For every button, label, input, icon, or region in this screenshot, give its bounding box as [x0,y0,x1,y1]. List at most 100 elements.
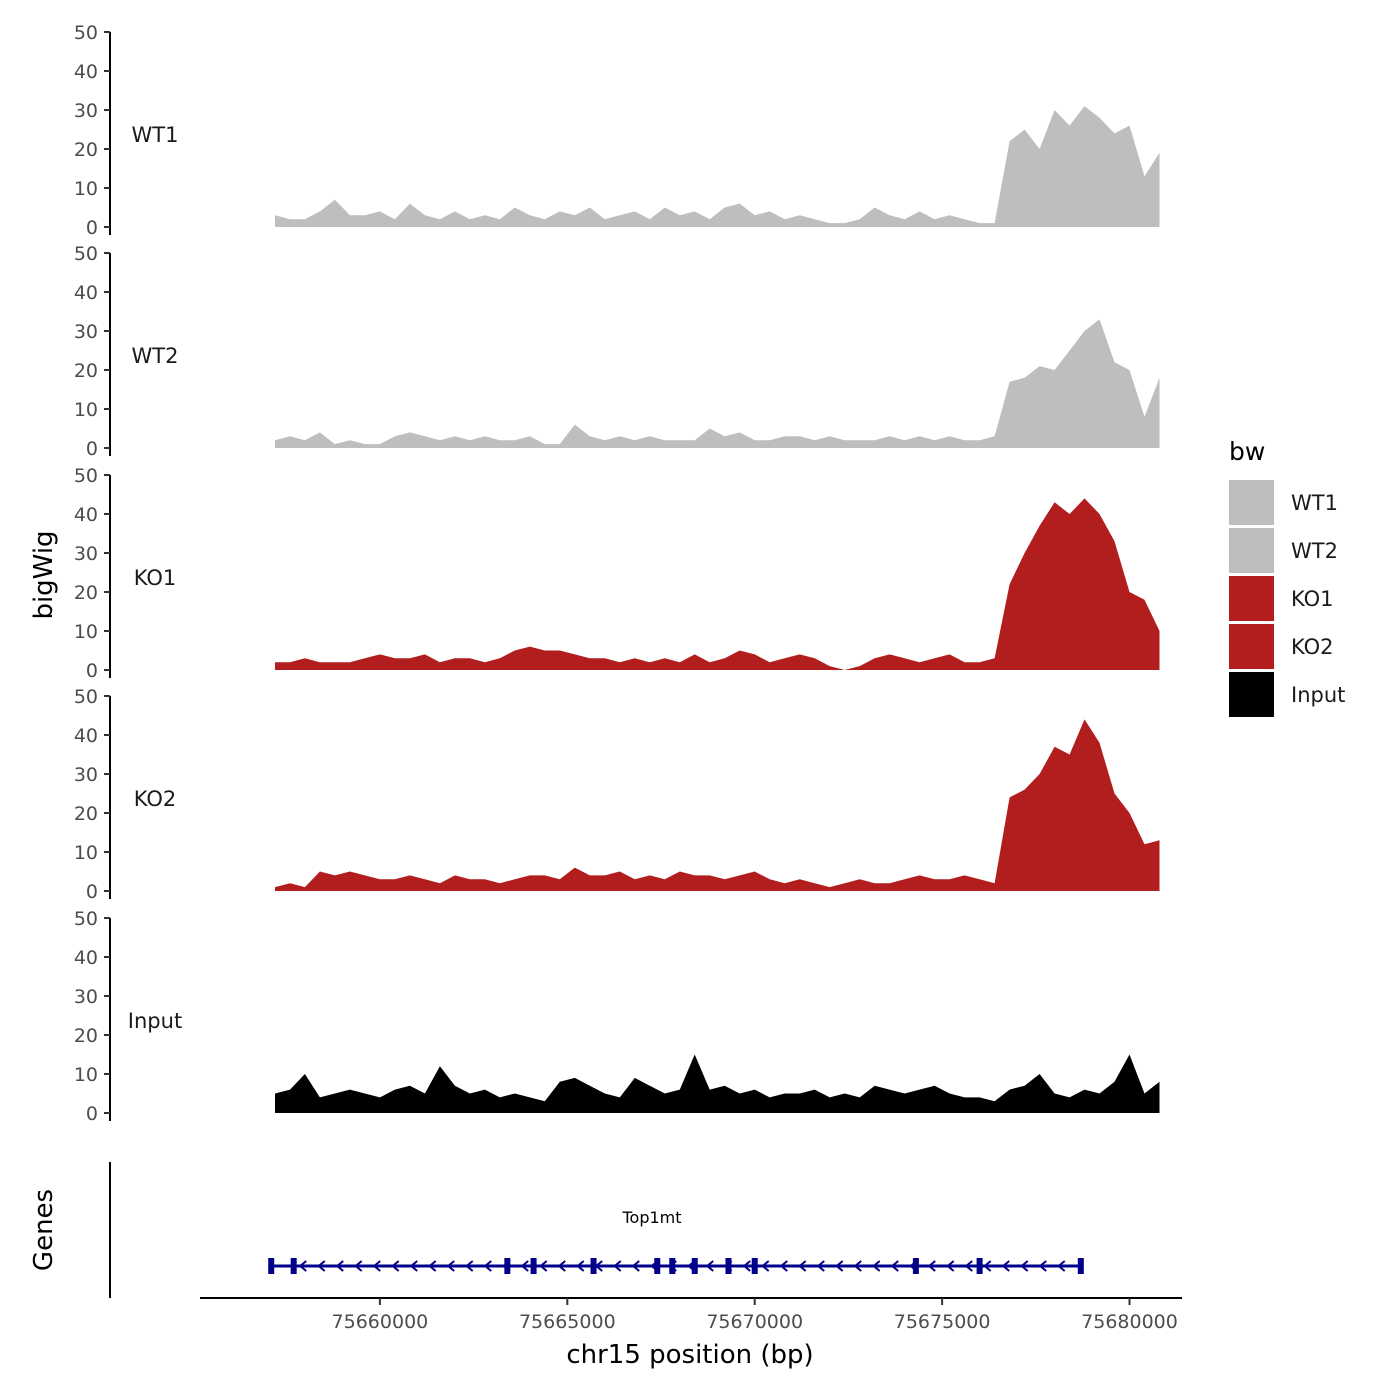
gene-exon [530,1258,537,1274]
strand-arrow [354,1260,363,1272]
legend: bw WT1 WT2 KO1 KO2 Input [1229,437,1345,717]
y-tick-label-input-30: 30 [74,986,98,1008]
strand-arrow [798,1260,807,1272]
gene-track-title: Genes [29,1189,59,1271]
strand-arrow [853,1260,862,1272]
strand-arrow [779,1260,788,1272]
y-tick-label-wt1-30: 30 [74,100,98,122]
y-tick-label-wt1-40: 40 [74,61,98,83]
x-tick-label-75675000: 75675000 [894,1311,991,1333]
strand-arrow [428,1260,437,1272]
y-tick-label-input-10: 10 [74,1064,98,1086]
y-tick-label-ko1-20: 20 [74,582,98,604]
strand-arrow [576,1260,585,1272]
strand-arrow [964,1260,973,1272]
y-axis-title: bigWig [29,530,59,619]
strand-arrow [946,1260,955,1272]
strand-arrow [391,1260,400,1272]
y-tick-label-ko2-40: 40 [74,725,98,747]
track-label-ko1: KO1 [134,566,177,590]
strand-arrow [465,1260,474,1272]
x-tick-label-75680000: 75680000 [1081,1311,1178,1333]
y-tick-label-wt2-0: 0 [86,438,98,460]
y-tick-label-input-40: 40 [74,947,98,969]
area-ko1 [275,498,1160,670]
y-tick-label-wt2-20: 20 [74,360,98,382]
y-tick-label-ko2-0: 0 [86,881,98,903]
track-label-ko2: KO2 [134,787,177,811]
strand-arrow [372,1260,381,1272]
gene-label-top1mt: Top1mt [621,1208,681,1227]
y-tick-label-ko1-50: 50 [74,465,98,487]
strand-arrow [557,1260,566,1272]
strand-arrow [835,1260,844,1272]
track-wt2: 0 10 20 30 40 50 WT2 [74,243,1160,460]
y-tick-label-ko2-10: 10 [74,842,98,864]
y-tick-label-ko2-50: 50 [74,686,98,708]
strand-arrow [816,1260,825,1272]
signal-tracks: 0 10 20 30 40 50 WT1 0 10 20 30 40 50 WT2 0 10 20 30 40 50 K… [74,22,1160,1125]
legend-label-ko1: KO1 [1291,587,1334,611]
gene-exon [1077,1258,1084,1274]
x-axis: chr15 position (bp) 75660000 75665000 7567… [200,1297,1182,1370]
y-tick-label-wt2-40: 40 [74,282,98,304]
legend-key-ko1 [1229,576,1274,621]
area-wt2 [275,319,1160,448]
strand-arrow [335,1260,344,1272]
gene-exon [751,1258,758,1274]
strand-arrow [761,1260,770,1272]
y-tick-label-ko1-0: 0 [86,660,98,682]
x-tick-label-75670000: 75670000 [706,1311,803,1333]
strand-arrow [872,1260,881,1272]
x-tick-label-75660000: 75660000 [332,1311,429,1333]
track-label-wt1: WT1 [132,123,179,147]
strand-arrow [890,1260,899,1272]
y-tick-label-ko2-20: 20 [74,803,98,825]
gene-exon [912,1258,919,1274]
strand-arrow [742,1260,751,1272]
gene-track: Genes Top1mt [29,1162,1084,1298]
legend-key-wt2 [1229,528,1274,573]
strand-arrow [1057,1260,1066,1272]
y-tick-label-wt2-50: 50 [74,243,98,265]
legend-key-wt1 [1229,480,1274,525]
strand-arrow [927,1260,936,1272]
gene-exon [669,1258,676,1274]
strand-arrow [317,1260,326,1272]
gene-exon [691,1258,698,1274]
y-tick-label-ko1-10: 10 [74,621,98,643]
strand-arrow [1038,1260,1047,1272]
legend-key-input [1229,672,1274,717]
y-tick-label-input-50: 50 [74,908,98,930]
y-tick-label-ko2-30: 30 [74,764,98,786]
strand-arrow [705,1260,714,1272]
gene-exon [725,1258,732,1274]
strand-arrow [1001,1260,1010,1272]
y-tick-label-wt1-50: 50 [74,22,98,44]
legend-key-ko2 [1229,624,1274,669]
y-tick-label-wt2-10: 10 [74,399,98,421]
legend-label-wt2: WT2 [1291,539,1338,563]
gene-exon [268,1258,275,1274]
y-tick-label-wt1-10: 10 [74,178,98,200]
gene-exon [654,1258,661,1274]
gene-exon [504,1258,511,1274]
area-ko2 [275,719,1160,891]
x-axis-title: chr15 position (bp) [566,1340,813,1370]
track-wt1: 0 10 20 30 40 50 WT1 [74,22,1160,239]
strand-arrow [631,1260,640,1272]
y-tick-label-input-0: 0 [86,1103,98,1125]
area-wt1 [275,106,1160,227]
strand-arrow [539,1260,548,1272]
strand-arrow [446,1260,455,1272]
legend-label-ko2: KO2 [1291,635,1334,659]
track-input: 0 10 20 30 40 50 Input [74,908,1160,1125]
y-tick-label-wt1-20: 20 [74,139,98,161]
strand-arrow [298,1260,307,1272]
strand-arrow [983,1260,992,1272]
track-label-wt2: WT2 [132,344,179,368]
legend-title: bw [1229,437,1265,466]
strand-arrow [613,1260,622,1272]
legend-label-input: Input [1291,683,1345,707]
